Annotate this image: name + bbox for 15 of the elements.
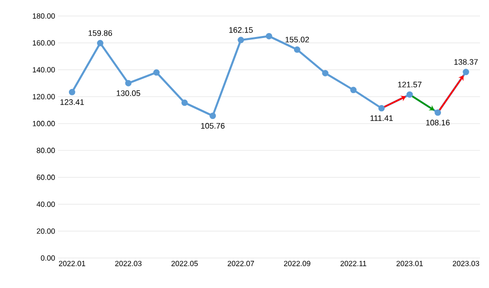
point (210, 112, 216, 120)
point (406, 91, 413, 98)
point (350, 86, 357, 94)
point (238, 36, 244, 44)
point (294, 46, 300, 53)
point (68, 88, 76, 96)
point (378, 105, 385, 112)
point (181, 100, 188, 106)
point (462, 68, 470, 76)
point (434, 109, 441, 116)
point (125, 80, 132, 86)
point (97, 40, 104, 46)
point (153, 69, 160, 76)
point (322, 70, 328, 76)
point (266, 32, 272, 40)
